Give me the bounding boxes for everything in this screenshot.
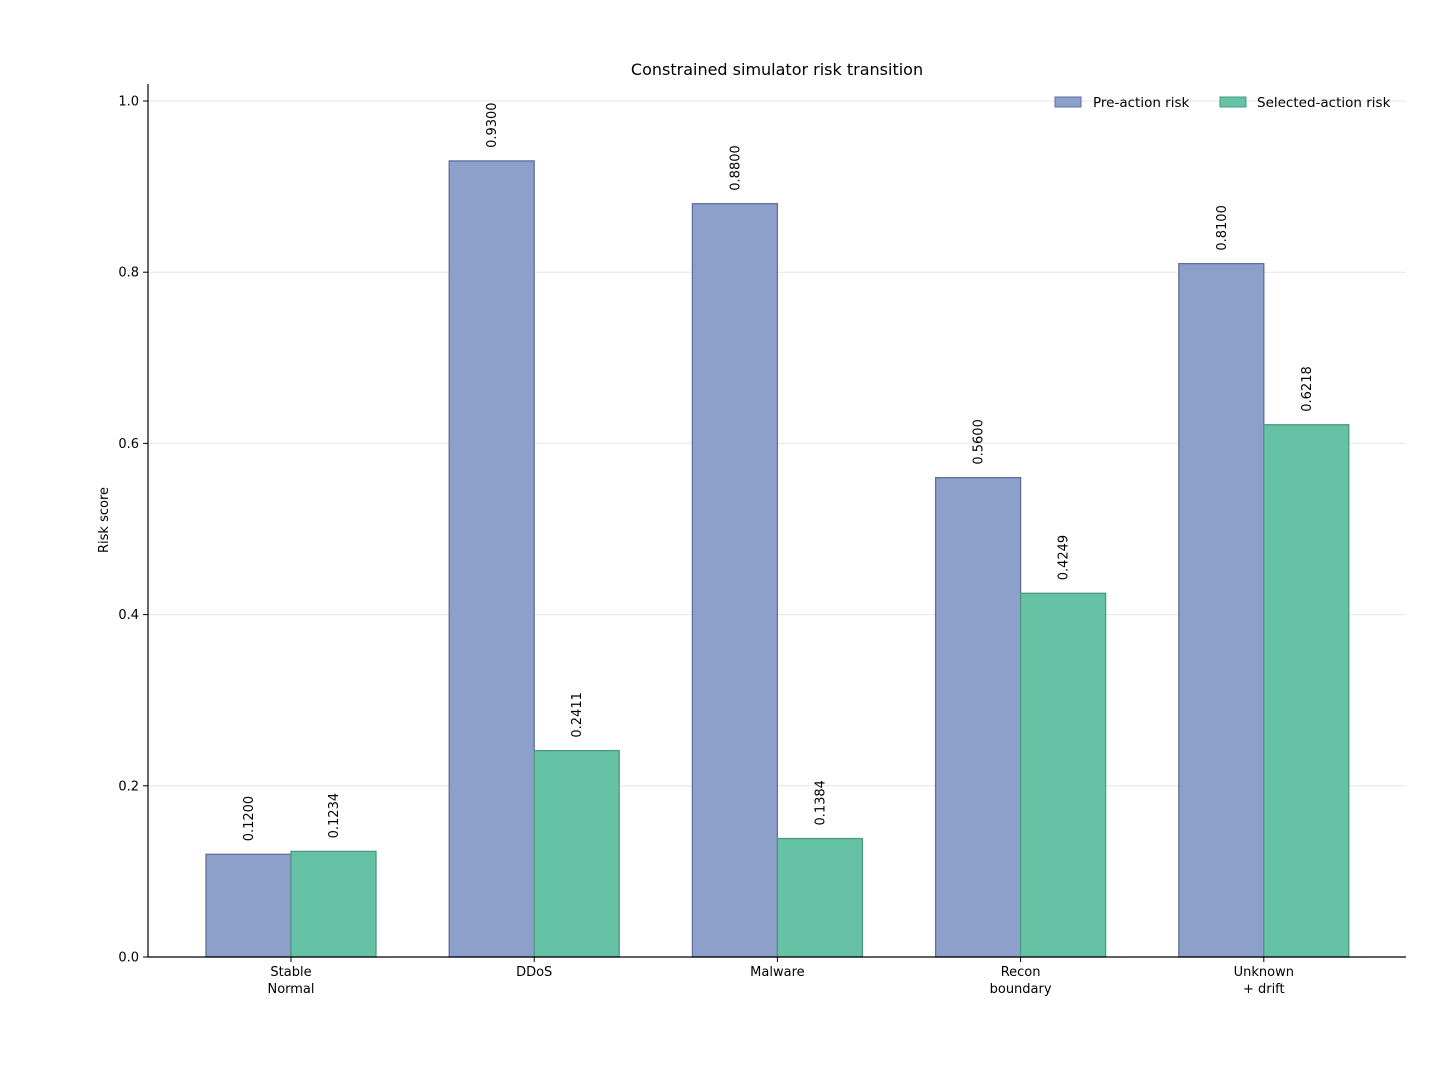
selected-action-bar (1019, 592, 1107, 958)
pre-action-bar (205, 853, 292, 958)
pre-action-bar (448, 160, 535, 958)
y-tick-label: 1.0 (118, 95, 139, 110)
selected-action-bar (533, 749, 620, 958)
bar-value-label: 0.1200 (242, 796, 257, 842)
bars-layer (205, 160, 1350, 958)
y-tick-label: 0.2 (118, 779, 139, 794)
y-tick-label: 0.8 (118, 266, 139, 281)
pre-action-bar (1178, 262, 1265, 958)
bar-value-label: 0.8800 (728, 145, 743, 191)
x-tick-label: Recon (1001, 965, 1041, 980)
y-axis-label: Risk score (97, 487, 112, 553)
legend-label: Pre-action risk (1093, 95, 1190, 111)
x-tick-label: DDoS (516, 965, 552, 980)
legend-swatch (1054, 96, 1082, 108)
legend-swatch (1219, 96, 1247, 108)
bar-value-label: 0.1234 (327, 793, 342, 839)
y-tick-label: 0.6 (118, 437, 139, 452)
x-tick-label: Normal (267, 982, 314, 997)
y-tick-label: 0.0 (118, 951, 139, 966)
bar-value-label: 0.6218 (1300, 366, 1315, 412)
legend-label: Selected-action risk (1257, 95, 1391, 111)
bar-value-label: 0.8100 (1215, 205, 1230, 251)
chart-title: Constrained simulator risk transition (631, 60, 923, 79)
bar-value-label: 0.5600 (972, 419, 987, 465)
bar-value-label: 0.1384 (813, 780, 828, 826)
selected-action-bar (290, 850, 377, 958)
selected-action-bar (1263, 424, 1350, 958)
pre-action-bar (934, 476, 1022, 958)
bar-value-label: 0.9300 (485, 102, 500, 148)
pre-action-bar (691, 203, 779, 958)
bar-value-label: 0.2411 (570, 692, 585, 738)
x-tick-label: Unknown (1234, 965, 1294, 980)
axes-layer: 0.0 0.2 0.4 0.6 0.8 1.0 Stable Normal DDoS Malwar… (118, 84, 1406, 997)
selected-action-bar (776, 837, 864, 958)
legend-layer: Pre-action risk Selected-action risk (1054, 95, 1391, 111)
x-tick-label: Malware (750, 965, 804, 980)
x-tick-label: Stable (270, 965, 311, 980)
x-tick-label: boundary (990, 982, 1052, 997)
bar-value-label: 0.4249 (1057, 535, 1072, 581)
x-tick-label: + drift (1243, 982, 1285, 997)
labels-layer: 0.1200 0.1234 0.9300 0.2411 0.8800 0.1384 0.56… (242, 102, 1315, 841)
y-tick-label: 0.4 (118, 608, 139, 623)
